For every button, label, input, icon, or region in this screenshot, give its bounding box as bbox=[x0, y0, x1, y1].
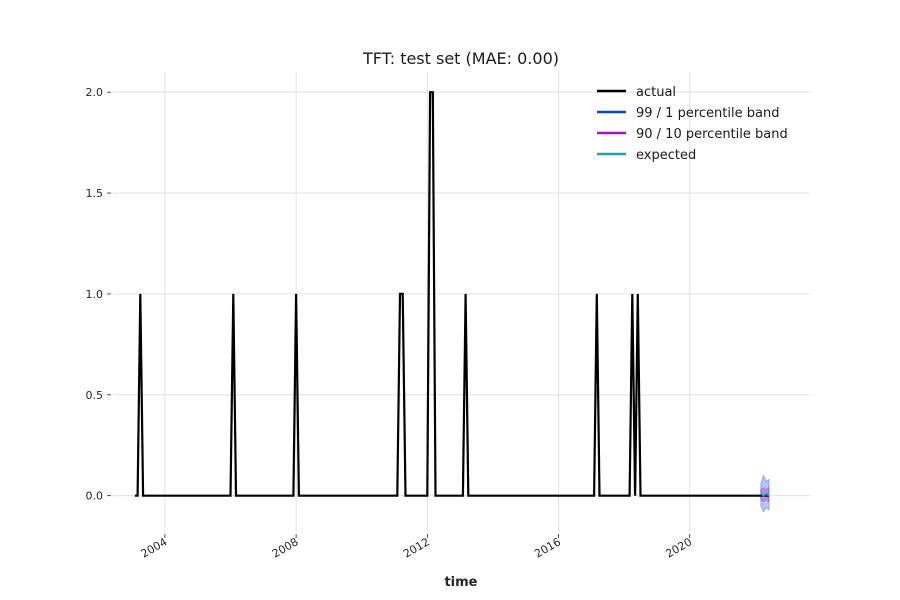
grid bbox=[113, 72, 810, 532]
series-line-expected bbox=[760, 492, 770, 497]
x-axis-ticks: 2004 2008 2012 2016 2020 bbox=[139, 534, 694, 561]
x-tick-label: 2008 bbox=[270, 535, 301, 560]
legend-label: expected bbox=[636, 148, 696, 163]
y-tick-label: 0.0 bbox=[86, 490, 104, 503]
legend-label: 99 / 1 percentile band bbox=[636, 106, 779, 121]
x-tick-label: 2016 bbox=[532, 535, 563, 560]
x-tick-label: 2012 bbox=[401, 535, 432, 560]
legend: actual 99 / 1 percentile band 90 / 10 perc… bbox=[597, 85, 788, 163]
chart-title: TFT: test set (MAE: 0.00) bbox=[362, 49, 559, 68]
legend-label: 90 / 10 percentile band bbox=[636, 127, 788, 142]
y-axis-ticks: 0.0 0.5 1.0 1.5 2.0 bbox=[86, 86, 111, 503]
y-tick-label: 1.0 bbox=[86, 288, 104, 301]
series-lines bbox=[134, 91, 770, 497]
x-axis-label: time bbox=[444, 575, 477, 590]
legend-label: actual bbox=[636, 85, 676, 100]
x-tick-label: 2004 bbox=[139, 535, 170, 560]
y-tick-label: 2.0 bbox=[86, 86, 104, 99]
y-tick-label: 0.5 bbox=[86, 389, 104, 402]
series-line-actual bbox=[134, 91, 769, 497]
y-tick-label: 1.5 bbox=[86, 187, 104, 200]
x-tick-label: 2020 bbox=[663, 535, 694, 560]
